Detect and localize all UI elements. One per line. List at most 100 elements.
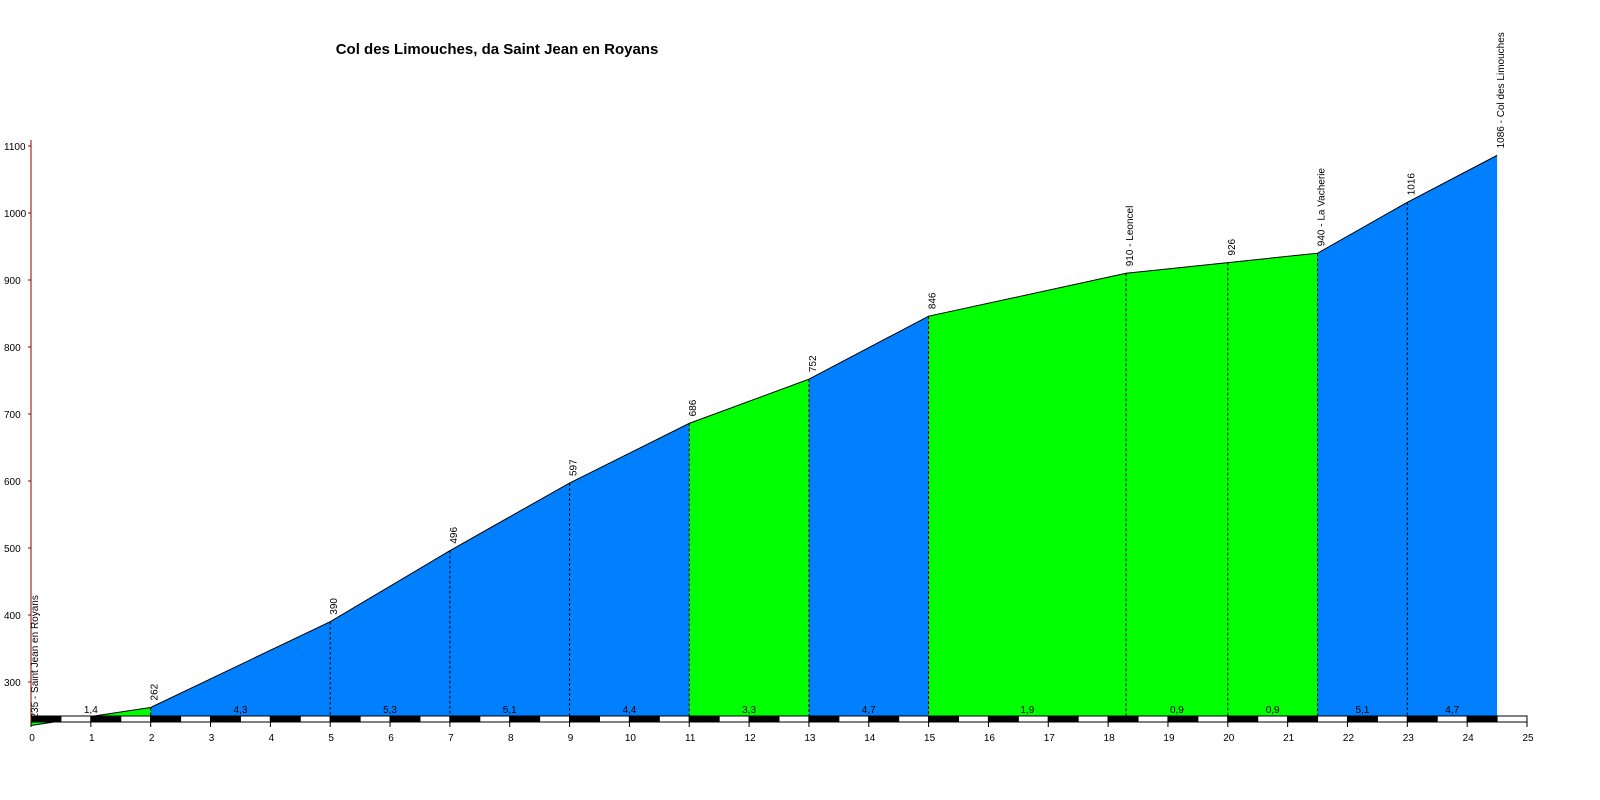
y-tick-label-800: 800 — [4, 343, 21, 354]
scale-block-26 — [808, 715, 840, 723]
x-tick-label-23: 23 — [1403, 733, 1415, 744]
x-tick-label-19: 19 — [1163, 733, 1175, 744]
altitude-label-4: 597 — [569, 459, 580, 476]
scale-block-30 — [928, 715, 960, 723]
scale-block-24 — [748, 715, 780, 723]
y-tick-label-1000: 1000 — [4, 209, 27, 220]
x-tick-label-14: 14 — [864, 733, 876, 744]
x-tick-label-7: 7 — [448, 733, 454, 744]
segment-fill-11 — [1407, 155, 1498, 720]
gradient-label-10: 5,1 — [1355, 705, 1369, 716]
x-tick-label-15: 15 — [924, 733, 936, 744]
altitude-label-7: 846 — [928, 292, 939, 309]
scale-block-2 — [90, 715, 122, 723]
scale-block-25 — [778, 715, 810, 723]
scale-block-38 — [1167, 715, 1199, 723]
x-tick-label-0: 0 — [29, 733, 35, 744]
scale-block-3 — [120, 715, 152, 723]
gradient-label-7: 1,9 — [1020, 705, 1034, 716]
scale-block-40 — [1227, 715, 1259, 723]
y-tick-label-900: 900 — [4, 276, 21, 287]
altitude-label-6: 752 — [808, 355, 819, 372]
segment-dividers — [150, 202, 1408, 720]
x-tick-label-6: 6 — [388, 733, 394, 744]
scale-block-7 — [239, 715, 271, 723]
scale-block-41 — [1257, 715, 1289, 723]
scale-block-49 — [1496, 715, 1528, 723]
x-axis: 0 1 2 3 4 5 6 7 8 9 10 11 12 13 14 15 16 17 18 19 20 21 22 23 24… — [29, 722, 1534, 744]
scale-block-18 — [569, 715, 600, 723]
scale-block-29 — [898, 715, 930, 723]
scale-block-10 — [329, 715, 361, 723]
scale-block-33 — [1017, 715, 1049, 723]
x-tick-label-22: 22 — [1343, 733, 1355, 744]
altitude-label-5: 686 — [688, 399, 699, 416]
altitude-labels: 235 - Saint Jean en Royans 262 390 496 597 68… — [30, 32, 1507, 718]
gradient-label-3: 5,1 — [503, 705, 517, 716]
x-tick-label-11: 11 — [685, 733, 696, 744]
scale-block-42 — [1287, 715, 1319, 723]
altitude-label-3: 496 — [449, 527, 460, 544]
segment-fill-9 — [1227, 253, 1318, 720]
scale-block-43 — [1317, 715, 1348, 723]
scale-block-21 — [658, 715, 690, 723]
scale-block-48 — [1466, 715, 1498, 723]
x-tick-label-20: 20 — [1223, 733, 1235, 744]
altitude-label-2: 390 — [329, 598, 340, 615]
scale-block-28 — [868, 715, 900, 723]
gradient-label-5: 3,3 — [742, 705, 756, 716]
scale-block-4 — [150, 715, 182, 723]
x-tick-label-3: 3 — [209, 733, 215, 744]
gradient-label-4: 4,4 — [622, 705, 636, 716]
altitude-label-0: 235 - Saint Jean en Royans — [30, 595, 41, 718]
scale-block-15 — [479, 715, 511, 723]
scale-block-11 — [359, 715, 391, 723]
scale-block-46 — [1406, 715, 1438, 723]
scale-block-36 — [1107, 715, 1139, 723]
gradient-label-11: 4,7 — [1445, 705, 1459, 716]
altitude-label-12: 1086 - Col des Limouches — [1496, 32, 1507, 148]
y-tick-label-1100: 1100 — [4, 142, 26, 153]
y-tick-label-500: 500 — [4, 544, 21, 555]
x-tick-label-4: 4 — [269, 733, 275, 744]
x-tick-label-13: 13 — [804, 733, 816, 744]
gradient-label-0: 1,4 — [84, 705, 98, 716]
distance-scale-bar — [30, 715, 1528, 723]
segment-fill-5 — [689, 379, 809, 720]
scale-block-32 — [987, 715, 1019, 723]
altitude-label-11: 1016 — [1406, 173, 1417, 196]
scale-block-8 — [269, 715, 301, 723]
y-tick-label-700: 700 — [4, 410, 21, 421]
scale-block-35 — [1077, 715, 1109, 723]
scale-block-5 — [180, 715, 212, 723]
segment-fill-7 — [928, 273, 1127, 720]
x-tick-label-16: 16 — [984, 733, 996, 744]
scale-block-47 — [1436, 715, 1468, 723]
scale-block-14 — [449, 715, 481, 723]
chart-title: Col des Limouches, da Saint Jean en Roya… — [336, 41, 659, 58]
x-tick-label-1: 1 — [89, 733, 95, 744]
segment-fill-1 — [150, 621, 331, 720]
y-axis: 300 400 500 600 700 800 900 1000 1100 — [4, 140, 32, 722]
scale-block-12 — [389, 715, 421, 723]
scale-block-39 — [1197, 715, 1229, 723]
scale-block-13 — [419, 715, 451, 723]
segment-fill-3 — [449, 483, 570, 720]
x-tick-label-2: 2 — [149, 733, 155, 744]
x-tick-label-10: 10 — [625, 733, 637, 744]
segment-fill-2 — [330, 550, 450, 720]
x-tick-label-18: 18 — [1104, 733, 1116, 744]
scale-block-6 — [210, 715, 241, 723]
scale-block-22 — [688, 715, 720, 723]
elevation-line — [30, 154, 1498, 727]
x-tick-label-17: 17 — [1044, 733, 1056, 744]
x-tick-label-5: 5 — [328, 733, 334, 744]
scale-block-45 — [1376, 715, 1408, 723]
y-tick-label-600: 600 — [4, 477, 21, 488]
altitude-label-1: 262 — [150, 683, 161, 700]
scale-block-1 — [60, 715, 92, 723]
scale-block-31 — [958, 715, 989, 723]
y-tick-label-300: 300 — [4, 678, 21, 689]
gradient-label-8: 0,9 — [1170, 705, 1184, 716]
